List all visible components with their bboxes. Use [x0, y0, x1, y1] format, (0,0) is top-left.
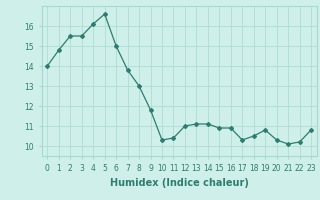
X-axis label: Humidex (Indice chaleur): Humidex (Indice chaleur): [110, 178, 249, 188]
